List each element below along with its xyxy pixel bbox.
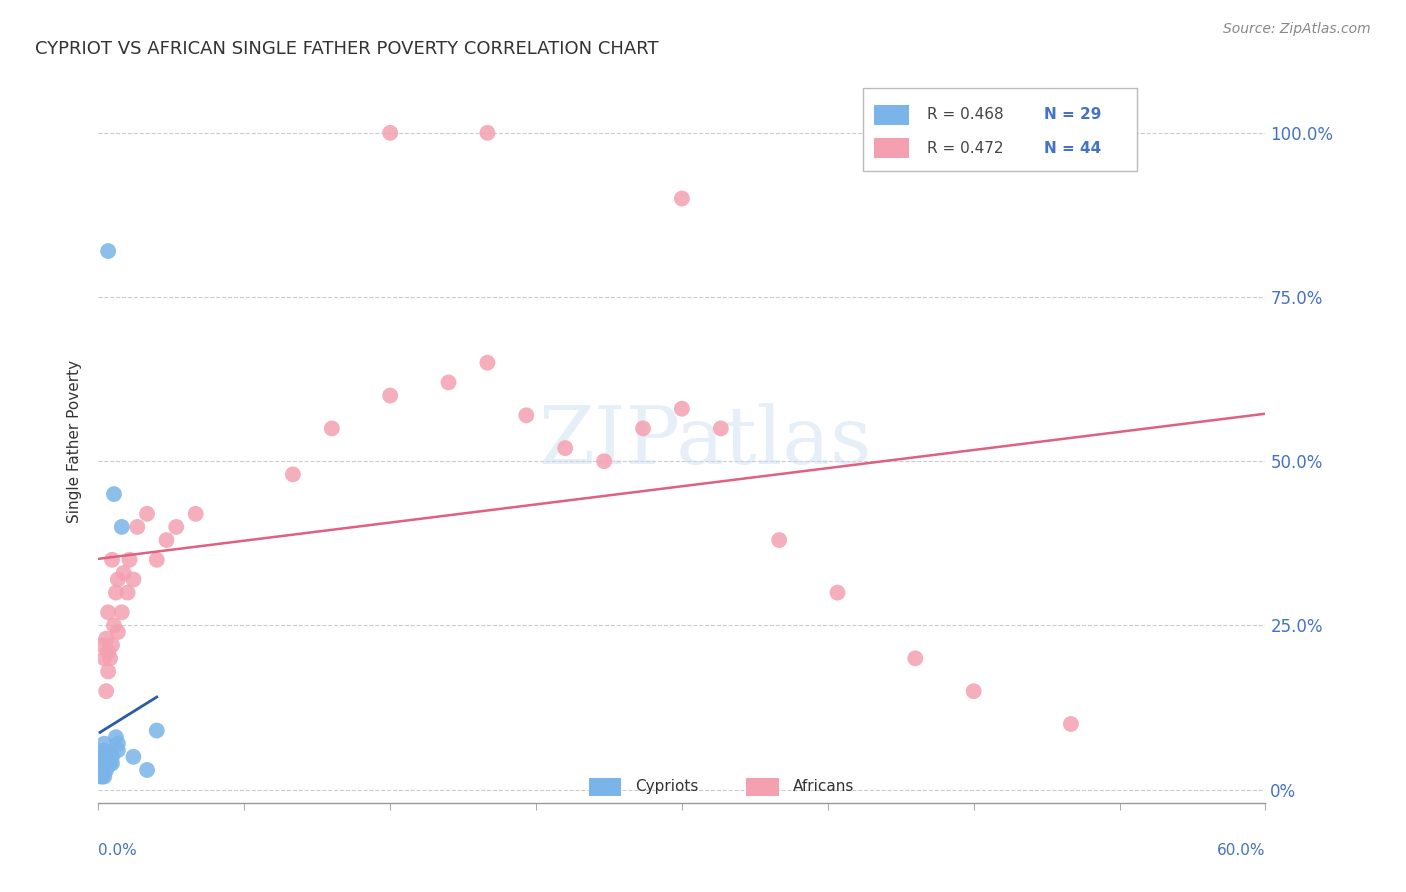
Point [127, 520, 149, 534]
Point [112, 566, 135, 580]
Point [671, 401, 693, 416]
Point [101, 553, 124, 567]
Point [515, 409, 537, 423]
FancyBboxPatch shape [875, 105, 910, 125]
Point [91, 749, 114, 764]
Point [97, 645, 120, 659]
Point [146, 553, 169, 567]
Point [96, 684, 118, 698]
Text: CYPRIOT VS AFRICAN SINGLE FATHER POVERTY CORRELATION CHART: CYPRIOT VS AFRICAN SINGLE FATHER POVERTY… [35, 40, 659, 58]
Point [103, 487, 125, 501]
Point [122, 749, 145, 764]
Point [91, 763, 114, 777]
Point [111, 605, 134, 619]
Point [321, 421, 343, 435]
Text: Cypriots: Cypriots [636, 780, 699, 795]
Point [107, 573, 129, 587]
FancyBboxPatch shape [747, 778, 779, 796]
Text: Source: ZipAtlas.com: Source: ZipAtlas.com [1223, 22, 1371, 37]
Point [184, 507, 207, 521]
Point [1060, 717, 1083, 731]
Point [97, 605, 120, 619]
Point [96, 632, 118, 646]
Point [103, 618, 125, 632]
Point [136, 507, 159, 521]
Point [827, 585, 849, 599]
Point [89, 770, 111, 784]
Text: 60.0%: 60.0% [1218, 843, 1265, 858]
Point [146, 723, 169, 738]
Point [477, 356, 499, 370]
Text: N = 29: N = 29 [1043, 107, 1101, 122]
Point [97, 665, 120, 679]
Point [710, 421, 733, 435]
Point [671, 192, 693, 206]
Point [96, 749, 118, 764]
Point [91, 638, 114, 652]
Text: ZIPatlas: ZIPatlas [538, 402, 872, 481]
Point [962, 684, 984, 698]
Point [93, 763, 115, 777]
Point [93, 737, 115, 751]
Point [89, 763, 111, 777]
Point [122, 573, 145, 587]
Y-axis label: Single Father Poverty: Single Father Poverty [67, 360, 83, 523]
Point [554, 441, 576, 455]
Point [768, 533, 790, 547]
Point [101, 756, 124, 771]
Point [98, 756, 121, 771]
Point [91, 770, 114, 784]
Point [93, 749, 115, 764]
Point [93, 756, 115, 771]
Point [93, 770, 115, 784]
Point [136, 763, 159, 777]
Text: R = 0.472: R = 0.472 [927, 141, 1004, 156]
Point [97, 749, 120, 764]
Point [104, 730, 127, 744]
Point [93, 743, 115, 757]
Point [93, 651, 115, 665]
Point [437, 376, 460, 390]
Text: Africans: Africans [793, 780, 855, 795]
FancyBboxPatch shape [589, 778, 621, 796]
Point [165, 520, 187, 534]
Point [111, 520, 134, 534]
Point [97, 244, 120, 258]
Text: 0.0%: 0.0% [98, 843, 138, 858]
Point [118, 553, 141, 567]
Point [96, 756, 118, 771]
Point [107, 737, 129, 751]
FancyBboxPatch shape [875, 138, 910, 158]
Point [107, 743, 129, 757]
Point [117, 585, 139, 599]
Point [96, 763, 118, 777]
Text: N = 44: N = 44 [1043, 141, 1101, 156]
Point [904, 651, 927, 665]
Point [101, 749, 124, 764]
Point [98, 651, 121, 665]
FancyBboxPatch shape [863, 87, 1137, 170]
Point [593, 454, 616, 468]
Point [155, 533, 177, 547]
Point [477, 126, 499, 140]
Point [104, 585, 127, 599]
Point [91, 756, 114, 771]
Point [97, 756, 120, 771]
Text: R = 0.468: R = 0.468 [927, 107, 1004, 122]
Point [107, 625, 129, 640]
Point [101, 638, 124, 652]
Point [378, 388, 402, 402]
Point [378, 126, 402, 140]
Point [281, 467, 304, 482]
Point [631, 421, 654, 435]
